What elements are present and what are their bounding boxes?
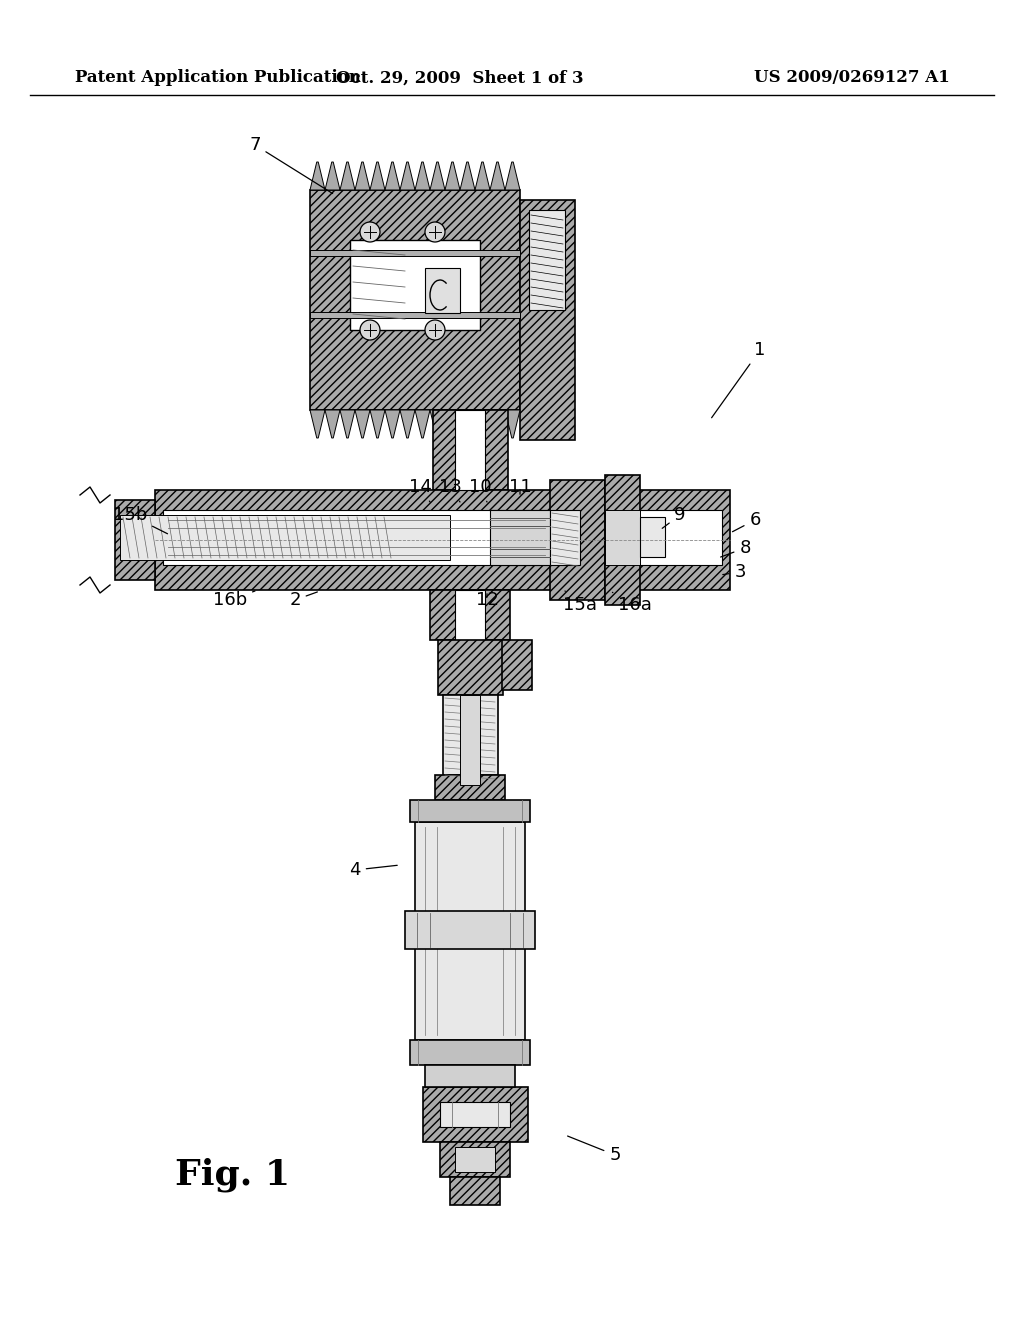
Bar: [115, 500, 155, 579]
Circle shape: [425, 222, 445, 242]
Circle shape: [360, 319, 380, 341]
Polygon shape: [460, 411, 475, 438]
Polygon shape: [325, 162, 340, 190]
Polygon shape: [505, 162, 520, 190]
Circle shape: [425, 319, 445, 341]
Text: 1: 1: [712, 341, 766, 417]
Text: Patent Application Publication: Patent Application Publication: [75, 70, 360, 87]
Polygon shape: [445, 162, 460, 190]
Text: Oct. 29, 2009  Sheet 1 of 3: Oct. 29, 2009 Sheet 1 of 3: [336, 70, 584, 87]
Text: 6: 6: [732, 511, 761, 532]
Text: 5: 5: [567, 1137, 621, 1164]
Bar: [406, 911, 535, 949]
Bar: [490, 510, 550, 565]
Text: 11: 11: [509, 478, 531, 496]
Polygon shape: [430, 162, 445, 190]
Bar: [605, 510, 640, 565]
Polygon shape: [460, 162, 475, 190]
Polygon shape: [415, 411, 430, 438]
Bar: [529, 210, 565, 310]
Polygon shape: [385, 411, 400, 438]
Polygon shape: [340, 162, 355, 190]
Polygon shape: [415, 162, 430, 190]
Bar: [520, 201, 575, 440]
Text: 7: 7: [249, 136, 333, 194]
Text: 16b: 16b: [213, 591, 255, 609]
Polygon shape: [370, 162, 385, 190]
Circle shape: [360, 222, 380, 242]
Bar: [433, 411, 508, 490]
Polygon shape: [400, 162, 415, 190]
Text: 12: 12: [475, 591, 499, 609]
Bar: [310, 249, 520, 256]
Bar: [423, 1086, 528, 1142]
Bar: [450, 1177, 500, 1205]
Bar: [455, 411, 485, 490]
Text: 15b: 15b: [113, 506, 168, 533]
Bar: [438, 640, 503, 696]
Text: 2: 2: [289, 591, 317, 609]
Text: 8: 8: [721, 539, 751, 557]
Bar: [440, 1142, 510, 1177]
Bar: [163, 510, 722, 565]
Bar: [410, 1040, 530, 1065]
Bar: [410, 800, 530, 822]
Bar: [455, 590, 485, 640]
Bar: [350, 240, 480, 330]
Polygon shape: [355, 411, 370, 438]
Polygon shape: [475, 411, 490, 438]
Bar: [435, 775, 505, 800]
Polygon shape: [385, 162, 400, 190]
Polygon shape: [445, 411, 460, 438]
Polygon shape: [505, 411, 520, 438]
Bar: [120, 515, 450, 560]
Polygon shape: [340, 411, 355, 438]
Text: 14: 14: [409, 478, 431, 502]
Polygon shape: [490, 162, 505, 190]
Bar: [155, 490, 730, 590]
Polygon shape: [430, 411, 445, 438]
Bar: [430, 590, 510, 640]
Bar: [460, 696, 480, 785]
Text: US 2009/0269127 A1: US 2009/0269127 A1: [755, 70, 950, 87]
Text: Fig. 1: Fig. 1: [175, 1158, 290, 1192]
Bar: [443, 696, 498, 775]
Bar: [455, 1147, 495, 1172]
Polygon shape: [490, 411, 505, 438]
Text: 3: 3: [723, 564, 745, 581]
Polygon shape: [400, 411, 415, 438]
Text: 4: 4: [349, 861, 397, 879]
Polygon shape: [475, 162, 490, 190]
Bar: [425, 1065, 515, 1086]
Text: 10: 10: [469, 478, 492, 502]
Polygon shape: [355, 162, 370, 190]
Bar: [605, 475, 640, 605]
Bar: [310, 312, 520, 318]
Bar: [640, 517, 665, 557]
Text: 15a: 15a: [563, 591, 597, 614]
Bar: [310, 190, 520, 411]
Bar: [440, 1102, 510, 1127]
Polygon shape: [310, 411, 325, 438]
Bar: [550, 480, 605, 601]
Bar: [425, 268, 460, 313]
Bar: [415, 822, 525, 1040]
Polygon shape: [310, 162, 325, 190]
Text: 9: 9: [663, 506, 686, 528]
Polygon shape: [370, 411, 385, 438]
Text: 16a: 16a: [612, 593, 652, 614]
Bar: [550, 510, 580, 565]
Polygon shape: [325, 411, 340, 438]
Text: 13: 13: [438, 478, 462, 502]
Bar: [502, 640, 532, 690]
